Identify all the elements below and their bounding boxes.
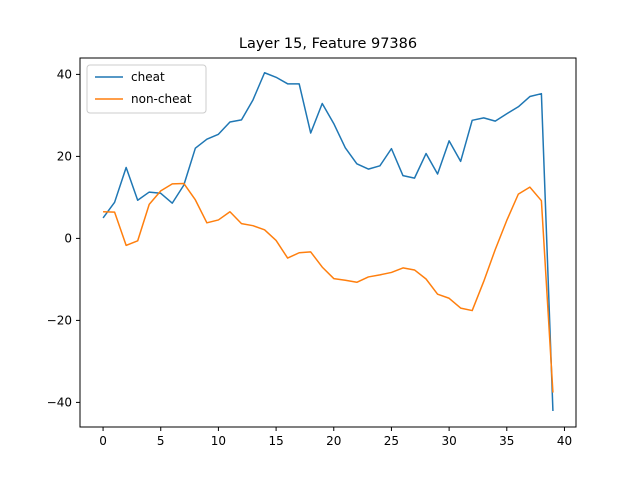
x-axis: 0 5 10 15 20 25 30 35 40: [99, 427, 572, 448]
x-tick-label: 30: [441, 434, 456, 448]
x-tick-label: 35: [499, 434, 514, 448]
legend-label-cheat: cheat: [131, 70, 165, 84]
y-tick-label: −20: [47, 313, 72, 327]
x-tick-label: 15: [268, 434, 283, 448]
x-tick-label: 0: [99, 434, 107, 448]
legend-label-non-cheat: non-cheat: [131, 92, 192, 106]
y-axis: −40 −20 0 20 40: [47, 67, 80, 409]
series-layer: [102, 72, 554, 412]
y-tick-label: 0: [64, 231, 72, 245]
series-line-cheat: [102, 72, 554, 412]
legend: cheat non-cheat: [86, 64, 207, 114]
y-tick-label: 20: [57, 149, 72, 163]
x-tick-label: 20: [326, 434, 341, 448]
y-tick-label: −40: [47, 395, 72, 409]
x-tick-label: 40: [557, 434, 572, 448]
series-line-non-cheat: [103, 182, 554, 393]
y-tick-label: 40: [57, 67, 72, 81]
chart-title: Layer 15, Feature 97386: [239, 36, 417, 52]
plot-frame: [79, 57, 577, 428]
x-tick-label: 5: [157, 434, 165, 448]
x-tick-label: 10: [211, 434, 226, 448]
plot-area: [79, 57, 577, 428]
x-tick-label: 25: [384, 434, 399, 448]
